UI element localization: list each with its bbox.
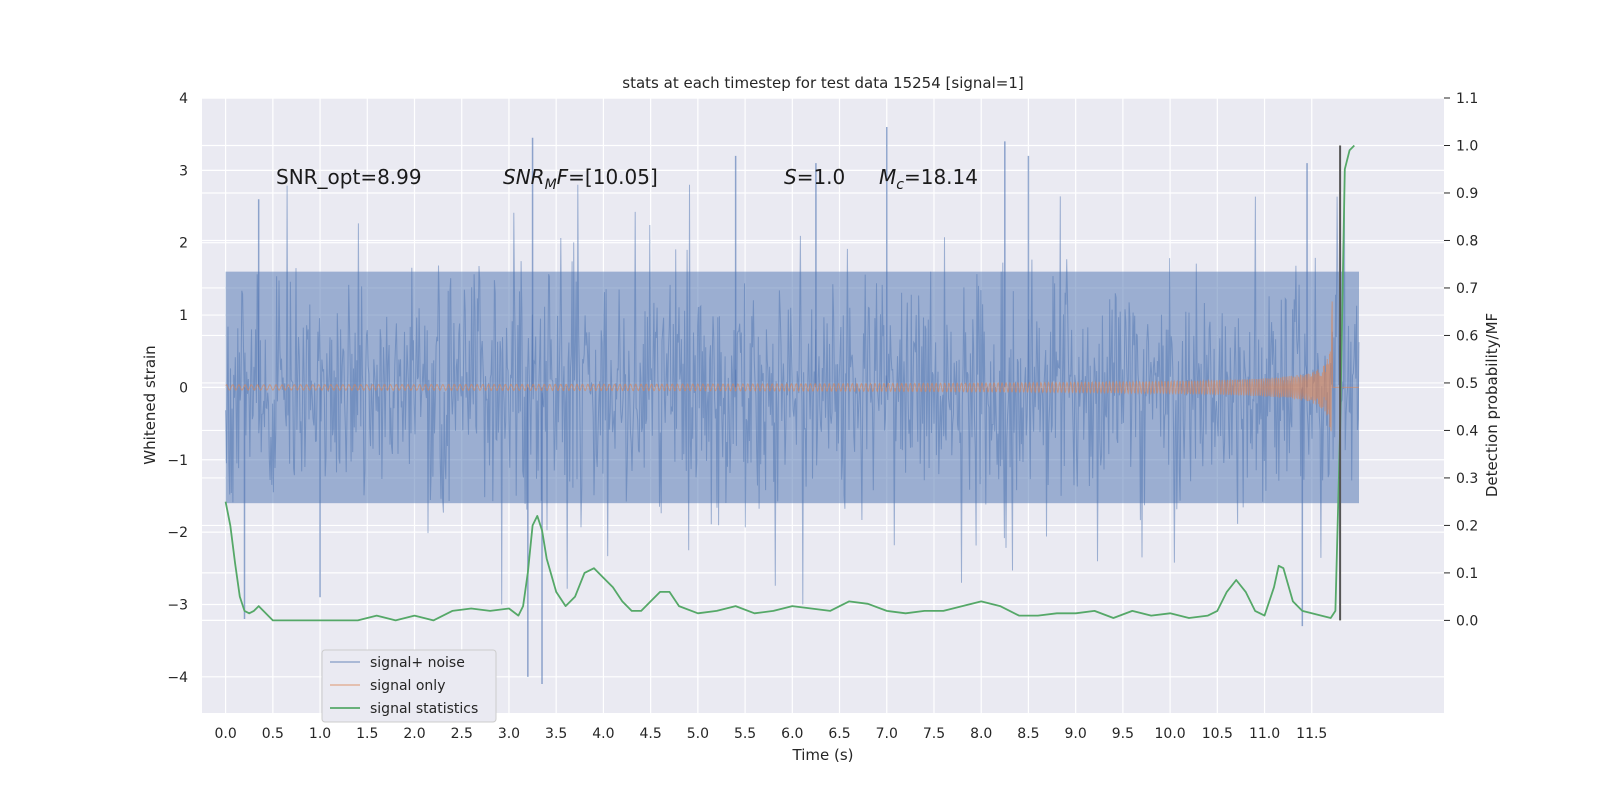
legend-label-signal: signal only xyxy=(370,678,445,694)
x-tick-label-19: 9.5 xyxy=(1112,726,1134,742)
legend-label-noise: signal+ noise xyxy=(370,655,465,671)
y2-tick-label-4: 0.4 xyxy=(1456,423,1478,439)
y2-tick-label-6: 0.6 xyxy=(1456,328,1478,344)
x-tick-label-1: 0.5 xyxy=(262,726,284,742)
legend-box xyxy=(321,649,497,723)
signal-trace xyxy=(225,301,1359,432)
annotation-snr-mf: SNRMF=[10.05] xyxy=(503,165,658,193)
y2-tick-label-11: 1.1 xyxy=(1456,91,1478,107)
y-tick-label-5: 1 xyxy=(179,308,188,324)
x-tick-label-16: 8.0 xyxy=(970,726,992,742)
legend-label-stats: signal statistics xyxy=(370,701,478,717)
x-tick-label-2: 1.0 xyxy=(309,726,331,742)
y2-tick-label-0: 0.0 xyxy=(1456,613,1478,629)
y2-tick-label-3: 0.3 xyxy=(1456,471,1478,487)
x-tick-label-0: 0.0 xyxy=(214,726,236,742)
y-tick-label-7: 3 xyxy=(179,163,188,179)
x-tick-label-10: 5.0 xyxy=(687,726,709,742)
annotation-mc: Mc=18.14 xyxy=(879,165,978,193)
y-axis-ticks: −4 −3 −2 −1 0 1 2 3 4 xyxy=(167,91,188,686)
y-tick-label-2: −2 xyxy=(167,525,188,541)
y2-tick-label-7: 0.7 xyxy=(1456,281,1478,297)
x-tick-label-6: 3.0 xyxy=(498,726,520,742)
y-tick-label-0: −4 xyxy=(167,670,188,686)
y-tick-label-6: 2 xyxy=(179,236,188,252)
annotation-snr-opt: SNR_opt=8.99 xyxy=(276,165,422,189)
annotation-s: S=1.0 xyxy=(784,165,845,189)
x-tick-label-8: 4.0 xyxy=(592,726,614,742)
x-tick-label-5: 2.5 xyxy=(451,726,473,742)
x-tick-label-21: 10.5 xyxy=(1202,726,1233,742)
x-axis-ticks: 0.0 0.5 1.0 1.5 2.0 2.5 3.0 3.5 4.0 4.5 5.0 5.5 6.0 6… xyxy=(214,726,1327,742)
signal-statistics-series xyxy=(224,144,1355,622)
chart-title: stats at each timestep for test data 152… xyxy=(622,74,1023,92)
x-tick-label-13: 6.5 xyxy=(828,726,850,742)
y2-tick-label-5: 0.5 xyxy=(1456,376,1478,392)
x-tick-label-14: 7.0 xyxy=(876,726,898,742)
signal-only-series xyxy=(225,301,1359,432)
x-tick-label-9: 4.5 xyxy=(639,726,661,742)
y-tick-label-1: −3 xyxy=(167,597,188,613)
y-tick-label-3: −1 xyxy=(167,453,188,469)
y2-tick-label-2: 0.2 xyxy=(1456,518,1478,534)
legend: signal+ noise signal only signal statist… xyxy=(321,649,497,723)
y2-axis-ticks: 0.0 0.1 0.2 0.3 0.4 0.5 0.6 0.7 0.8 0.9 1.0 1.1 xyxy=(1444,91,1478,629)
x-tick-label-3: 1.5 xyxy=(356,726,378,742)
y2-tick-label-9: 0.9 xyxy=(1456,186,1478,202)
x-tick-label-4: 2.0 xyxy=(403,726,425,742)
statistics-trace xyxy=(224,144,1355,622)
y-tick-label-8: 4 xyxy=(179,91,188,107)
x-tick-label-7: 3.5 xyxy=(545,726,567,742)
x-axis-label: Time (s) xyxy=(792,746,854,764)
x-tick-label-22: 11.0 xyxy=(1249,726,1280,742)
x-tick-label-23: 11.5 xyxy=(1296,726,1327,742)
y2-axis-label: Detection probability/MF xyxy=(1483,313,1501,497)
y2-tick-label-10: 1.0 xyxy=(1456,138,1478,154)
y-axis-label: Whitened strain xyxy=(141,345,159,464)
y-tick-label-4: 0 xyxy=(179,380,188,396)
x-tick-label-17: 8.5 xyxy=(1017,726,1039,742)
x-tick-label-12: 6.0 xyxy=(781,726,803,742)
x-tick-label-20: 10.0 xyxy=(1155,726,1186,742)
x-tick-label-18: 9.0 xyxy=(1065,726,1087,742)
x-tick-label-15: 7.5 xyxy=(923,726,945,742)
y2-tick-label-1: 0.1 xyxy=(1456,566,1478,582)
x-tick-label-11: 5.5 xyxy=(734,726,756,742)
y2-tick-label-8: 0.8 xyxy=(1456,233,1478,249)
